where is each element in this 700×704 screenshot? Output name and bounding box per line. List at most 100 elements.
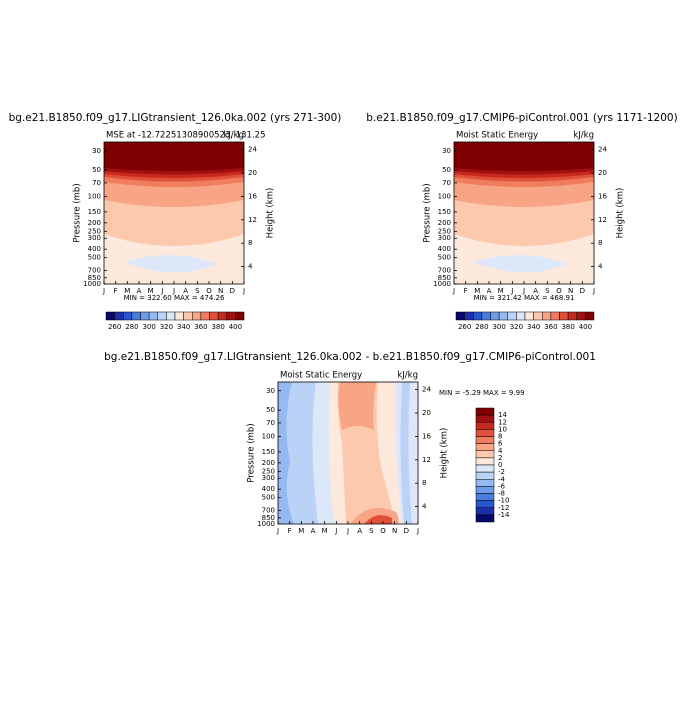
y-tick-label: 850 (262, 514, 275, 522)
colorbar-box (475, 464, 495, 473)
colorbar-label: 2 (498, 454, 502, 462)
x-tick-label: J (102, 287, 105, 295)
x-tick-label: S (545, 287, 550, 295)
x-tick-label: N (392, 527, 397, 535)
y2-axis-label: Height (km) (266, 188, 276, 239)
colorbar-label: -6 (498, 482, 506, 490)
y-tick-label: 200 (438, 219, 451, 227)
y-axis-label: Pressure (mb) (247, 423, 257, 482)
x-tick-label: J (346, 527, 349, 535)
colorbar-label: 360 (544, 323, 557, 331)
y-tick-label: 200 (88, 219, 101, 227)
y-tick-label: 1000 (257, 520, 275, 528)
x-tick-label: A (487, 287, 492, 295)
x-tick-label: A (357, 527, 362, 535)
y2-tick-label: 16 (248, 192, 257, 200)
x-tick-label: D (230, 287, 235, 295)
colorbar-box (481, 311, 491, 321)
x-tick-label: F (114, 287, 118, 295)
colorbar-label: -14 (498, 511, 510, 519)
x-tick-label: J (592, 287, 595, 295)
y-tick-label: 50 (92, 166, 101, 174)
y2-tick-label: 20 (598, 169, 607, 177)
x-tick-label: J (416, 527, 419, 535)
panel-3-field (278, 382, 418, 524)
panel-title: bg.e21.B1850.f09_g17.LIGtransient_126.0k… (104, 351, 596, 363)
colorbar-label: 380 (211, 323, 224, 331)
y2-tick-label: 12 (598, 216, 607, 224)
colorbar-box (209, 311, 219, 321)
colorbar-label: 260 (108, 323, 121, 331)
y-tick-label: 500 (262, 494, 275, 502)
colorbar-box (157, 311, 167, 321)
y2-tick-label: 20 (248, 169, 257, 177)
colorbar-box (507, 311, 517, 321)
y2-tick-label: 16 (598, 192, 607, 200)
y-tick-label: 1000 (433, 280, 451, 288)
x-tick-label: F (464, 287, 468, 295)
colorbar-box (235, 311, 245, 321)
x-tick-label: J (452, 287, 455, 295)
colorbar-box (166, 311, 176, 321)
y-tick-label: 100 (438, 193, 451, 201)
colorbar-box (550, 311, 560, 321)
x-tick-label: D (580, 287, 585, 295)
x-tick-label: O (380, 527, 386, 535)
y-tick-label: 150 (438, 208, 451, 216)
colorbar-label: 0 (498, 461, 502, 469)
x-tick-label: M (148, 287, 154, 295)
y2-tick-label: 4 (248, 263, 253, 271)
y-tick-label: 250 (438, 227, 451, 235)
colorbar-label: 4 (498, 447, 503, 455)
y2-tick-label: 24 (422, 386, 431, 394)
colorbar-box (114, 311, 124, 321)
y-tick-label: 400 (262, 485, 275, 493)
colorbar-box (455, 311, 465, 321)
x-tick-label: S (195, 287, 200, 295)
x-tick-label: F (288, 527, 292, 535)
colorbar-label: 340 (177, 323, 190, 331)
colorbar-label: -10 (498, 497, 509, 505)
y-tick-label: 30 (92, 147, 101, 155)
y-tick-label: 250 (88, 227, 101, 235)
y-tick-label: 500 (438, 254, 451, 262)
subtitle-right: kJ/kg (397, 371, 418, 381)
y-tick-label: 300 (262, 474, 275, 482)
y-tick-label: 700 (438, 266, 451, 274)
colorbar-box (542, 311, 552, 321)
colorbar-box (567, 311, 577, 321)
colorbar-box (475, 471, 495, 480)
subtitle-left: Moist Static Energy (456, 131, 538, 141)
panel-title: b.e21.B1850.f09_g17.CMIP6-piControl.001 … (366, 112, 677, 124)
x-tick-label: D (404, 527, 409, 535)
y-tick-label: 700 (262, 506, 275, 514)
colorbar-label: 320 (510, 323, 523, 331)
colorbar-label: -2 (498, 468, 505, 476)
colorbar-box (475, 479, 495, 487)
colorbar-box (475, 500, 495, 508)
x-tick-label: O (556, 287, 562, 295)
y2-tick-label: 8 (248, 239, 252, 247)
y-tick-label: 850 (88, 274, 101, 282)
y-tick-label: 400 (438, 245, 451, 253)
x-tick-label: O (206, 287, 212, 295)
x-tick-label: J (334, 527, 337, 535)
y2-tick-label: 8 (422, 479, 426, 487)
colorbar-label: 400 (229, 323, 242, 331)
colorbar-label: 360 (194, 323, 207, 331)
y-tick-label: 200 (262, 459, 275, 467)
panel-title: bg.e21.B1850.f09_g17.LIGtransient_126.0k… (9, 112, 342, 124)
y2-tick-label: 8 (598, 239, 602, 247)
x-tick-label: J (160, 287, 163, 295)
colorbar-box (123, 311, 133, 321)
colorbar-box (140, 311, 150, 321)
y2-tick-label: 12 (422, 456, 431, 464)
panel-2-field (454, 142, 594, 284)
y-tick-label: 50 (442, 166, 451, 174)
colorbar-label: 340 (527, 323, 540, 331)
x-tick-label: N (568, 287, 573, 295)
x-tick-label: J (276, 527, 279, 535)
y-tick-label: 30 (266, 387, 275, 395)
colorbar-label: 8 (498, 433, 502, 441)
colorbar-box (131, 311, 141, 321)
